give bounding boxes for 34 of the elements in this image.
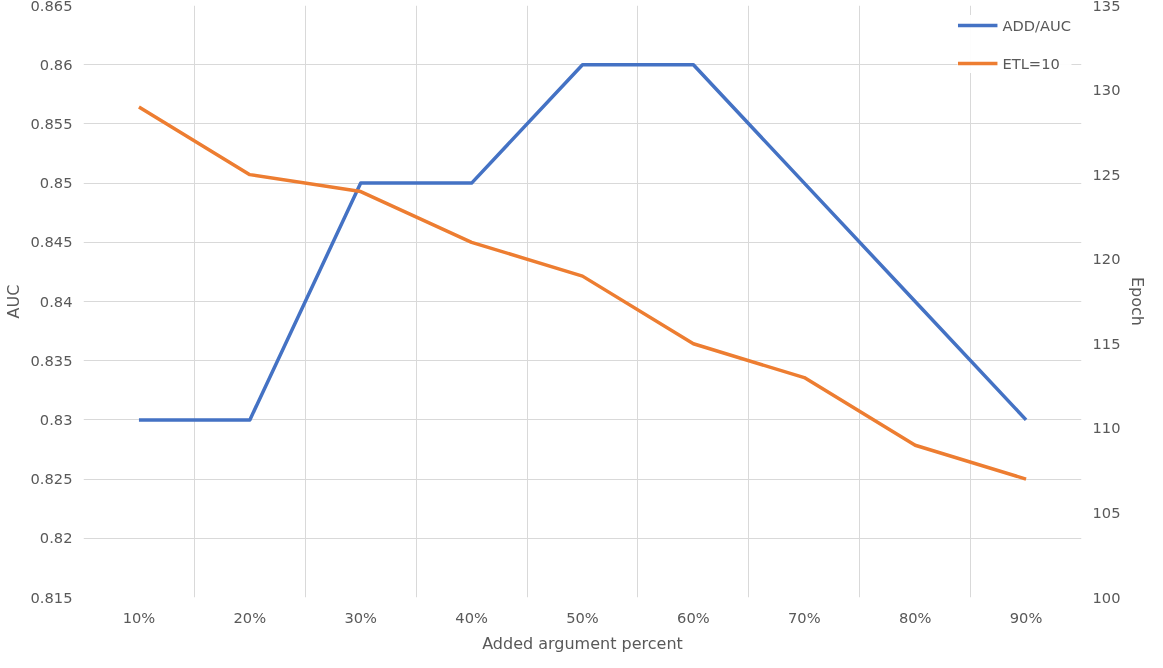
y-tick-label: 0.815 (30, 588, 73, 606)
line-series (137, 105, 1028, 481)
y2-tick-label: 125 (1092, 165, 1121, 183)
x-axis-title: Added argument percent (482, 633, 683, 653)
y-tick-label: 0.865 (30, 0, 73, 14)
y2-tick-label: 100 (1092, 588, 1121, 606)
y-axis-title: AUC (3, 284, 23, 319)
y2-tick-label: 115 (1092, 334, 1121, 352)
x-tick-label: 40% (455, 608, 488, 626)
x-tick-label: 50% (566, 608, 599, 626)
y-tick-label: 0.83 (39, 410, 73, 428)
y2-tick-label: 135 (1092, 0, 1121, 14)
x-tick-label: 10% (122, 608, 156, 626)
y2-tick-label: 130 (1092, 81, 1121, 99)
x-tick-label: 60% (677, 608, 710, 626)
y-tick-label: 0.84 (39, 292, 73, 310)
legend-label: ADD/AUC (1002, 16, 1071, 34)
x-tick-label: 90% (1009, 608, 1043, 626)
x-tick-label: 30% (344, 608, 378, 626)
y-tick-label: 0.855 (30, 114, 73, 132)
y2-tick-label: 120 (1092, 250, 1121, 268)
legend-label: ETL=10 (1002, 54, 1060, 72)
x-tick-label: 20% (233, 608, 267, 626)
y-tick-label: 0.835 (30, 351, 73, 369)
y-tick-label: 0.82 (39, 529, 73, 547)
y-tick-label: 0.85 (39, 174, 73, 192)
y2-axis-title: Epoch (1128, 277, 1148, 326)
x-tick-label: 70% (787, 608, 821, 626)
y-tick-label: 0.825 (30, 470, 73, 488)
x-tick-label: 80% (898, 608, 932, 626)
y-tick-label: 0.845 (30, 233, 73, 251)
y-tick-label: 0.86 (39, 55, 73, 73)
y2-tick-label: 105 (1092, 503, 1121, 521)
y2-tick-label: 110 (1092, 419, 1121, 437)
